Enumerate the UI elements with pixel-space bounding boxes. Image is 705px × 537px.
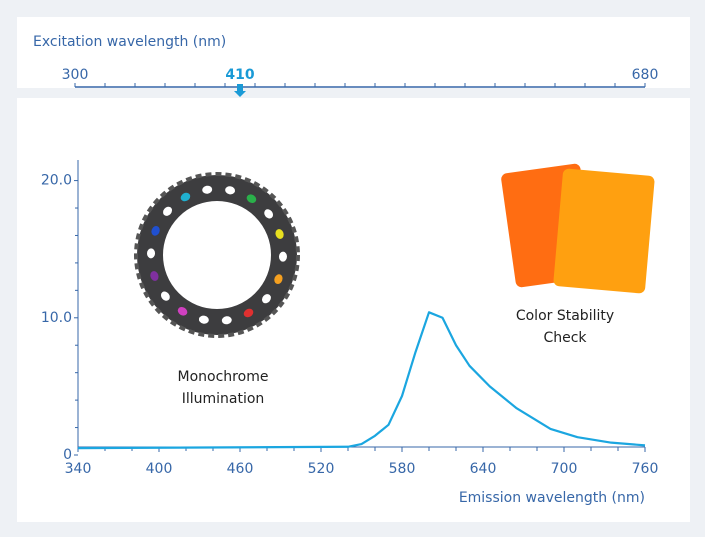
x-tick-label: 760 [632,461,659,477]
slider-handle[interactable] [234,84,246,97]
y-tick-label: 0 [63,447,72,463]
led [264,209,274,219]
led [275,229,284,239]
x-axis-label: Emission wavelength (nm) [459,490,645,506]
led [160,291,170,301]
led [151,225,160,236]
led [180,192,191,202]
annotation: Color Stability [516,308,614,324]
ring-edge [134,172,300,338]
annotation: Check [543,330,587,346]
led [221,316,232,325]
led [150,271,159,281]
led [202,185,213,194]
x-tick-label: 520 [308,461,335,477]
led [261,294,271,304]
led [163,206,173,216]
x-tick-label: 700 [551,461,578,477]
led [278,251,287,262]
slider-label: Excitation wavelength (nm) [33,34,226,50]
x-tick-label: 460 [227,461,254,477]
led [147,248,156,259]
led [243,308,254,318]
slider-panel [17,17,690,88]
slider-min: 300 [62,67,89,83]
card [553,168,655,294]
led [225,186,236,195]
led [198,315,209,324]
line-series [77,311,646,450]
led [246,194,257,203]
slider-max: 680 [632,67,659,83]
x-tick-label: 580 [389,461,416,477]
ring-light [134,172,300,338]
y-tick-label: 20.0 [41,173,72,189]
annotation: Monochrome [178,369,269,385]
slider-value: 410 [225,67,254,83]
led [274,274,283,285]
x-tick-label: 340 [65,461,92,477]
y-tick-label: 10.0 [41,310,72,326]
annotation: Illumination [182,391,265,407]
x-tick-label: 640 [470,461,497,477]
led [177,307,188,316]
color-cards [501,163,655,294]
x-tick-label: 400 [146,461,173,477]
